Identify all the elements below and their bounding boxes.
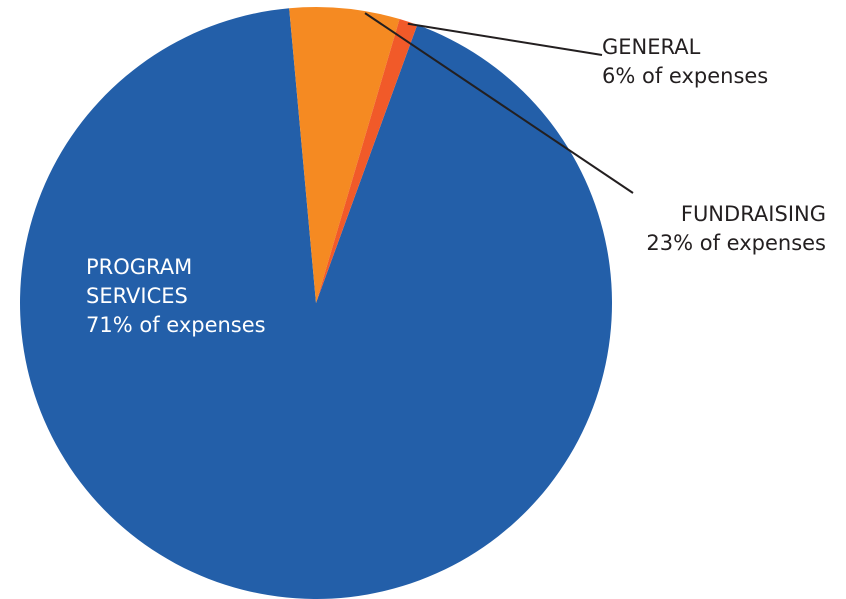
- label-program-services-line2: SERVICES: [86, 284, 188, 308]
- label-program-services-percent: 71% of expenses: [86, 313, 266, 337]
- label-general-percent: 6% of expenses: [602, 64, 769, 88]
- pie-slice-1: [289, 7, 400, 304]
- leader-line-general: [407, 22, 603, 56]
- leader-line-fundraising: [364, 12, 634, 194]
- pie-slice-2: [316, 19, 418, 303]
- label-general-name: GENERAL: [602, 35, 701, 59]
- label-program-services-line1: PROGRAM: [86, 255, 193, 279]
- label-fundraising: FUNDRAISING 23% of expenses: [646, 200, 826, 258]
- pie-slices: [20, 7, 612, 599]
- leader-lines: [364, 12, 634, 194]
- label-fundraising-percent: 23% of expenses: [646, 231, 826, 255]
- label-general: GENERAL 6% of expenses: [602, 33, 768, 91]
- label-fundraising-name: FUNDRAISING: [680, 202, 826, 226]
- pie-slice-0: [20, 8, 612, 599]
- label-program-services: PROGRAM SERVICES 71% of expenses: [86, 253, 266, 340]
